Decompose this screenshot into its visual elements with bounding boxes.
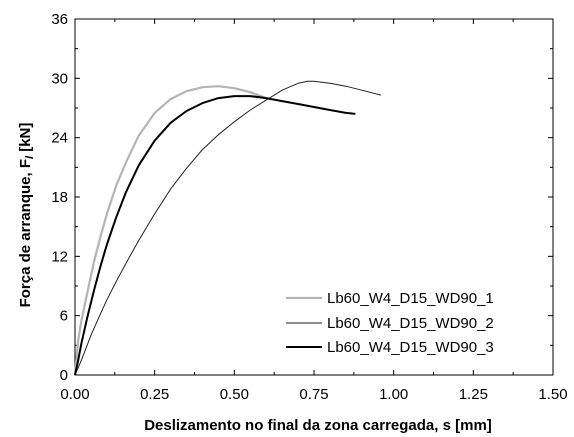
x-tick-label: 1.50 xyxy=(538,386,567,403)
x-tick-label: 0.00 xyxy=(60,386,89,403)
legend-label-1: Lb60_W4_D15_WD90_1 xyxy=(327,290,494,307)
y-tick-label: 18 xyxy=(51,189,68,206)
series-line-2 xyxy=(74,80,382,376)
y-axis-title-subscript: l xyxy=(24,155,36,159)
y-tick-label: 30 xyxy=(51,70,68,87)
x-axis-title: Deslizamento no final da zona carregada,… xyxy=(144,417,492,434)
x-axis-title-unit: [mm] xyxy=(451,417,492,434)
y-axis-title-unit: [kN] xyxy=(17,123,34,156)
y-axis-title: Força de arranque, Fl [kN] xyxy=(17,123,36,308)
y-tick-label: 24 xyxy=(51,130,68,147)
legend-label-3: Lb60_W4_D15_WD90_3 xyxy=(327,339,494,356)
x-tick-label: 0.50 xyxy=(220,386,249,403)
legend: Lb60_W4_D15_WD90_1 Lb60_W4_D15_WD90_2 Lb60… xyxy=(286,290,494,356)
x-tick-label: 0.75 xyxy=(299,386,328,403)
x-tick-label: 0.25 xyxy=(140,386,169,403)
legend-label-2: Lb60_W4_D15_WD90_2 xyxy=(327,315,494,332)
series-line-1 xyxy=(73,85,267,376)
x-tick-label: 1.00 xyxy=(379,386,408,403)
x-axis: 0.00 0.25 0.50 0.75 1.00 1.25 1.50 xyxy=(60,19,568,403)
x-tick-label: 1.25 xyxy=(459,386,488,403)
y-tick-label: 0 xyxy=(60,367,68,384)
x-axis-title-text: Deslizamento no final da zona carregada,… xyxy=(144,417,451,434)
y-tick-label: 36 xyxy=(51,11,68,28)
y-axis: 0 6 12 18 24 30 36 xyxy=(51,11,553,384)
y-axis-title-text: Força de arranque, F xyxy=(17,159,34,307)
series-line-3 xyxy=(74,95,356,376)
y-tick-label: 12 xyxy=(51,248,68,265)
plot-area: 0 6 12 18 24 30 36 0.00 0.25 0.50 0.75 1.00 1.25 1.5… xyxy=(51,11,567,403)
y-tick-label: 6 xyxy=(60,308,68,325)
series-lines xyxy=(73,80,382,376)
